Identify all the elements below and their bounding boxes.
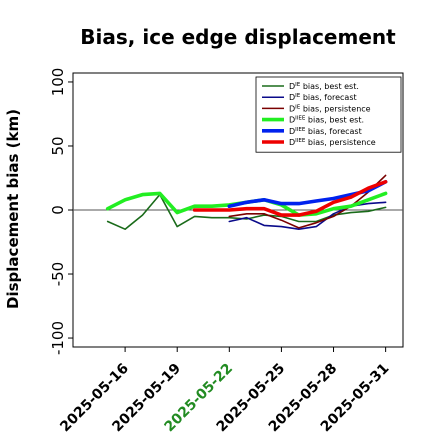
y-tick-label: -50 [49, 262, 67, 287]
series-line-3 [228, 174, 387, 229]
legend-entry: DIE bias, forecast [289, 93, 357, 102]
y-tick-label: 0 [49, 205, 67, 215]
legend-entry: DIIEE bias, best est. [289, 116, 364, 125]
series-line-6 [192, 180, 388, 217]
plot-area: 100500-50-1002025-05-162025-05-192025-05… [49, 68, 404, 435]
y-tick-label: 100 [49, 68, 67, 97]
legend-box [255, 76, 402, 153]
legend: DIE bias, best est. DIE bias, forecast DIE… [255, 76, 402, 153]
legend-entry: DIIEE bias, forecast [289, 127, 362, 136]
y-axis-label: Displacement bias (km) [4, 109, 22, 309]
legend-entry: DIE bias, persistence [289, 104, 371, 113]
series-line-1 [106, 193, 387, 230]
y-tick-label: 50 [49, 136, 67, 155]
legend-entry: DIIEE bias, persistence [289, 138, 376, 147]
chart-title: Bias, ice edge displacement [80, 25, 396, 49]
legend-entry: DIE bias, best est. [289, 82, 359, 91]
y-tick-label: -100 [49, 321, 67, 355]
